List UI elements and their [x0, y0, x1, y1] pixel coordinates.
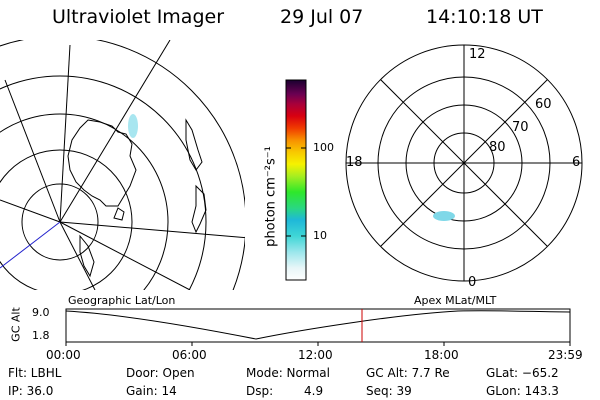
mlt-label-6: 6 [572, 155, 581, 170]
coastline [67, 119, 137, 207]
glon-status: GLon: 143.3 [486, 384, 559, 398]
coastline [191, 184, 207, 234]
lat-label-70: 70 [512, 120, 529, 135]
mlt-axis [379, 78, 549, 248]
meridian [59, 221, 245, 239]
meridian [59, 40, 171, 223]
lat-circle-3 [0, 113, 169, 290]
meridian [59, 221, 191, 290]
timeline-x-tick-label: 23:59 [548, 348, 583, 362]
lat-label-60: 60 [535, 97, 552, 112]
gain-status: Gain: 14 [126, 384, 177, 398]
seq-status: Seq: 39 [366, 384, 412, 398]
lat-circle-2 [0, 149, 133, 290]
meridian [4, 79, 61, 223]
timeline-frame [65, 308, 571, 343]
door-status: Door: Open [126, 366, 195, 380]
ip-status: IP: 36.0 [8, 384, 54, 398]
coastline [79, 234, 95, 278]
lat-circle-1 [21, 183, 99, 261]
colorbar-tick-label: 100 [313, 141, 334, 154]
coastline [113, 207, 125, 221]
colorbar-unit-label: photon cm⁻²s⁻¹ [263, 146, 279, 247]
mlt-label-12: 12 [469, 47, 486, 62]
meridian [59, 221, 96, 290]
timeline-x-tick-label: 06:00 [172, 348, 207, 362]
aurora-patch-polar [433, 211, 455, 221]
lat-circle-4 [0, 75, 207, 290]
header-time: 14:10:18 UT [426, 6, 543, 28]
coastline [185, 118, 203, 171]
timeline-right-caption: Apex MLat/MLT [414, 294, 497, 307]
meridian [0, 199, 61, 223]
timeline-y-tick: 1.8 [32, 329, 50, 342]
timeline-x-ticks [65, 342, 571, 346]
timeline-x-tick-label: 18:00 [424, 348, 459, 362]
glat-status: GLat: −65.2 [486, 366, 559, 380]
aurora-patch-map [128, 114, 138, 138]
colorbar-tick-label: 10 [313, 229, 327, 242]
mlt-label-18: 18 [346, 155, 363, 170]
mlt-label-0: 0 [468, 275, 477, 290]
meridian [59, 44, 71, 223]
dsp-label: Dsp: [246, 384, 274, 398]
filter-status: Flt: LBHL [8, 366, 62, 380]
gc-alt-status: GC Alt: 7.7 Re [366, 366, 450, 380]
dsp-value: 4.9 [304, 384, 324, 398]
timeline-x-tick-label: 12:00 [298, 348, 333, 362]
timeline-axis-title: GC Alt [9, 307, 23, 342]
blue-line [0, 221, 61, 269]
altitude-curve [65, 310, 571, 340]
mode-status: Mode: Normal [246, 366, 330, 380]
timeline-y-tick: 9.0 [32, 306, 50, 319]
lat-label-80: 80 [489, 140, 506, 155]
header-date: 29 Jul 07 [280, 6, 364, 28]
colorbar [285, 79, 307, 281]
timeline-x-tick-label: 00:00 [46, 348, 81, 362]
geographic-map [0, 40, 245, 290]
page-title: Ultraviolet Imager [52, 6, 225, 28]
timeline-left-caption: Geographic Lat/Lon [68, 294, 176, 307]
polar-plot [345, 44, 583, 282]
